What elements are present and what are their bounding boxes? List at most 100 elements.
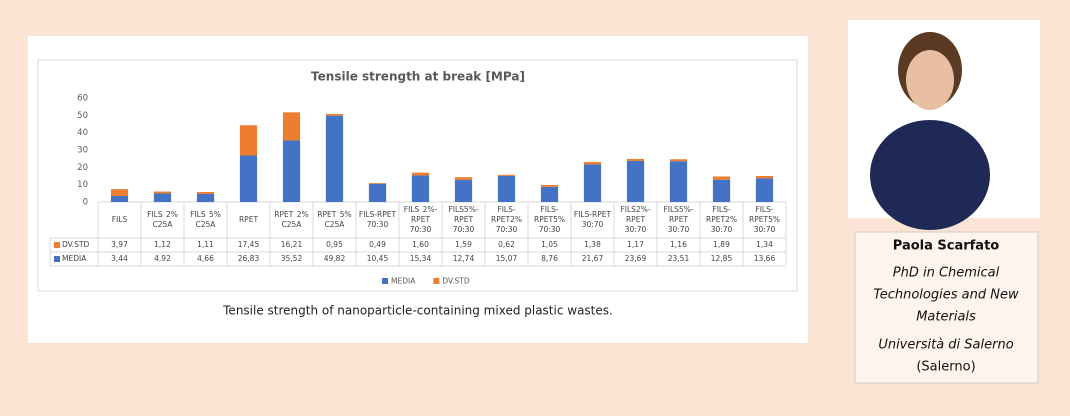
table-cell: 23,69 xyxy=(625,254,647,263)
table-cell: 12,85 xyxy=(711,254,733,263)
x-tick-label: FILS-RPET5% 30:70 xyxy=(749,205,780,234)
bar-segment xyxy=(626,158,645,161)
photo-body xyxy=(870,120,990,230)
bar-segment xyxy=(497,175,516,202)
table-cell: 1,16 xyxy=(670,240,687,249)
x-tick-label: RPET 2% C25A xyxy=(274,210,309,229)
x-tick-label: FILS5%-RPET 30:70 xyxy=(663,205,694,234)
x-tick-label-box: FILS 5% C25A xyxy=(190,210,221,229)
table-cell: 49,82 xyxy=(324,254,346,263)
bar-segment xyxy=(669,161,688,202)
bar-segment xyxy=(153,193,172,202)
x-tick-label: FILS 5% C25A xyxy=(190,210,221,229)
profile-affiliation: (Salerno) xyxy=(916,360,975,375)
x-tick-label: FILS2%-RPET 30:70 xyxy=(620,205,651,234)
bar-segment xyxy=(282,112,301,141)
x-tick-label: FILS 2%-RPET 70:30 xyxy=(403,205,438,234)
profile-card xyxy=(854,231,1039,384)
x-tick-label: FILS-RPET5% 70:30 xyxy=(534,205,565,234)
table-cell: 4,92 xyxy=(154,254,171,263)
y-tick-label: 60 xyxy=(77,94,88,104)
table-cell: 35,52 xyxy=(281,254,303,263)
x-tick-label: FILS-RPET 70:30 xyxy=(358,210,397,229)
table-cell: 1,38 xyxy=(584,240,601,249)
bar-segment xyxy=(368,183,387,202)
table-cell: 3,44 xyxy=(111,254,128,263)
x-tick-label-box: FILS-RPET 30:70 xyxy=(573,210,612,229)
table-row-label: MEDIA xyxy=(62,254,87,263)
bar-segment xyxy=(712,176,731,180)
bar-segment xyxy=(325,115,344,202)
x-tick-label-box: FILS-RPET2% 70:30 xyxy=(491,205,522,234)
bar-segment xyxy=(239,155,258,202)
bar-segment xyxy=(110,189,129,197)
table-cell: 1,05 xyxy=(541,240,558,249)
x-tick-label: FILS-RPET2% 70:30 xyxy=(491,205,522,234)
bar-segment xyxy=(153,191,172,194)
bar-segment xyxy=(626,160,645,202)
bar-segment xyxy=(368,183,387,184)
table-cell: 1,60 xyxy=(412,240,429,249)
bar-segment xyxy=(411,175,430,202)
x-tick-label-box: FILS5%-RPET 30:70 xyxy=(663,205,694,234)
table-cell: 16,21 xyxy=(281,240,303,249)
bar-segment xyxy=(540,186,559,202)
table-swatch xyxy=(54,256,60,262)
table-cell: 0,49 xyxy=(369,240,386,249)
legend-label: MEDIA xyxy=(391,277,416,286)
legend-swatch xyxy=(433,278,440,284)
bar-segment xyxy=(755,178,774,202)
x-tick-label-box: FILS5%-RPET 70:30 xyxy=(448,205,479,234)
table-cell: 23,51 xyxy=(668,254,690,263)
y-tick-label: 10 xyxy=(77,180,88,190)
bar-segment xyxy=(669,159,688,162)
bar-segment xyxy=(712,179,731,202)
bar-segment xyxy=(454,177,473,180)
x-tick-label-box: FILS-RPET2% 30:70 xyxy=(706,205,737,234)
x-tick-label: FILS5%-RPET 70:30 xyxy=(448,205,479,234)
x-tick-label-box: FILS2%-RPET 30:70 xyxy=(620,205,651,234)
bar-segment xyxy=(196,193,215,202)
x-tick-label-box: FILS xyxy=(111,215,128,224)
bar-segment xyxy=(411,172,430,176)
x-tick-label-box: FILS-RPET 70:30 xyxy=(358,210,397,229)
table-cell: 15,07 xyxy=(496,254,518,263)
photo xyxy=(848,20,1040,230)
table-cell: 26,83 xyxy=(238,254,260,263)
profile-title: PhD in Chemical xyxy=(893,266,1000,281)
x-tick-label: FILS-RPET 30:70 xyxy=(573,210,612,229)
table-cell: 17,45 xyxy=(238,240,260,249)
table-cell: 1,12 xyxy=(154,240,171,249)
table-cell: 1,59 xyxy=(455,240,472,249)
profile-title: Materials xyxy=(916,310,976,325)
table-cell: 1,89 xyxy=(713,240,730,249)
table-cell: 0,95 xyxy=(326,240,343,249)
bar-segment xyxy=(325,113,344,116)
table-cell: 1,11 xyxy=(197,240,214,249)
table-row-label: DV.STD xyxy=(62,240,90,249)
bar-segment xyxy=(454,179,473,202)
table-cell: 4,66 xyxy=(197,254,214,263)
photo-face xyxy=(906,50,954,110)
profile-title: Technologies and New xyxy=(873,288,1019,303)
bar-segment xyxy=(110,196,129,202)
y-tick-label: 30 xyxy=(77,146,88,156)
table-cell: 8,76 xyxy=(541,254,558,263)
table-cell: 21,67 xyxy=(582,254,604,263)
table-cell: 12,74 xyxy=(453,254,475,263)
table-cell: 3,97 xyxy=(111,240,128,249)
x-tick-label-box: FILS-RPET5% 30:70 xyxy=(749,205,780,234)
x-tick-label-box: RPET xyxy=(239,215,258,224)
x-tick-label-box: RPET 5% C25A xyxy=(317,210,352,229)
caption: Tensile strength of nanoparticle-contain… xyxy=(222,304,613,318)
x-tick-label-box: FILS 2% C25A xyxy=(147,210,178,229)
x-tick-label: RPET 5% C25A xyxy=(317,210,352,229)
legend-label: DV.STD xyxy=(442,277,470,286)
x-tick-label-box: RPET 2% C25A xyxy=(274,210,309,229)
x-tick-label-box: FILS-RPET5% 70:30 xyxy=(534,205,565,234)
bar-segment xyxy=(755,176,774,179)
y-tick-label: 20 xyxy=(77,163,88,173)
x-tick-label: FILS xyxy=(111,215,128,224)
chart-title: Tensile strength at break [MPa] xyxy=(311,70,525,84)
